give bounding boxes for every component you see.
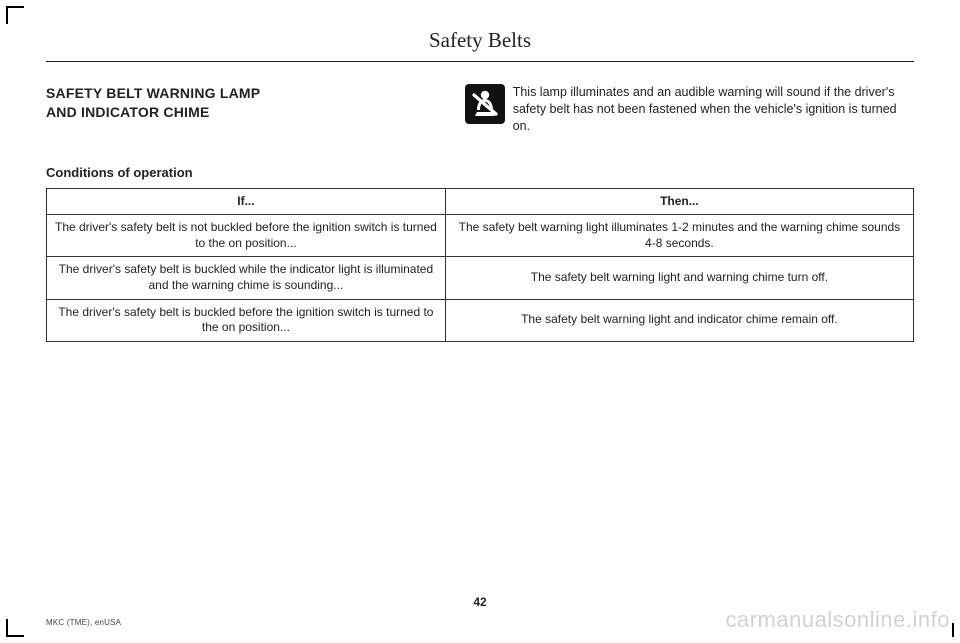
conditions-table: If... Then... The driver's safety belt i… <box>46 188 914 342</box>
footer-model-code: MKC (TME), enUSA <box>46 618 121 627</box>
table-row: The driver's safety belt is buckled whil… <box>47 257 914 299</box>
intro-right-column: This lamp illuminates and an audible war… <box>465 84 914 135</box>
conditions-subheading: Conditions of operation <box>46 165 914 180</box>
intro-paragraph: This lamp illuminates and an audible war… <box>465 84 914 135</box>
two-column-intro: SAFETY BELT WARNING LAMP AND INDICATOR C… <box>46 84 914 135</box>
section-heading-line2: AND INDICATOR CHIME <box>46 104 210 120</box>
intro-left-column: SAFETY BELT WARNING LAMP AND INDICATOR C… <box>46 84 429 135</box>
crop-mark-bottom-right <box>952 623 954 637</box>
table-cell-then: The safety belt warning light illuminate… <box>445 215 913 257</box>
table-cell-then: The safety belt warning light and indica… <box>445 299 913 341</box>
table-cell-then: The safety belt warning light and warnin… <box>445 257 913 299</box>
table-header-then: Then... <box>445 188 913 215</box>
section-heading: SAFETY BELT WARNING LAMP AND INDICATOR C… <box>46 84 429 122</box>
table-header-if: If... <box>47 188 446 215</box>
table-cell-if: The driver's safety belt is not buckled … <box>47 215 446 257</box>
seatbelt-warning-icon <box>465 84 505 124</box>
table-cell-if: The driver's safety belt is buckled befo… <box>47 299 446 341</box>
section-heading-line1: SAFETY BELT WARNING LAMP <box>46 85 260 101</box>
title-rule <box>46 61 914 62</box>
crop-mark-top-left <box>6 6 24 24</box>
crop-mark-bottom-left <box>6 619 24 637</box>
page-content: Safety Belts SAFETY BELT WARNING LAMP AN… <box>0 0 960 342</box>
table-row: The driver's safety belt is not buckled … <box>47 215 914 257</box>
table-row: The driver's safety belt is buckled befo… <box>47 299 914 341</box>
table-header-row: If... Then... <box>47 188 914 215</box>
page-title: Safety Belts <box>46 28 914 53</box>
watermark: carmanualsonline.info <box>725 607 950 633</box>
table-cell-if: The driver's safety belt is buckled whil… <box>47 257 446 299</box>
